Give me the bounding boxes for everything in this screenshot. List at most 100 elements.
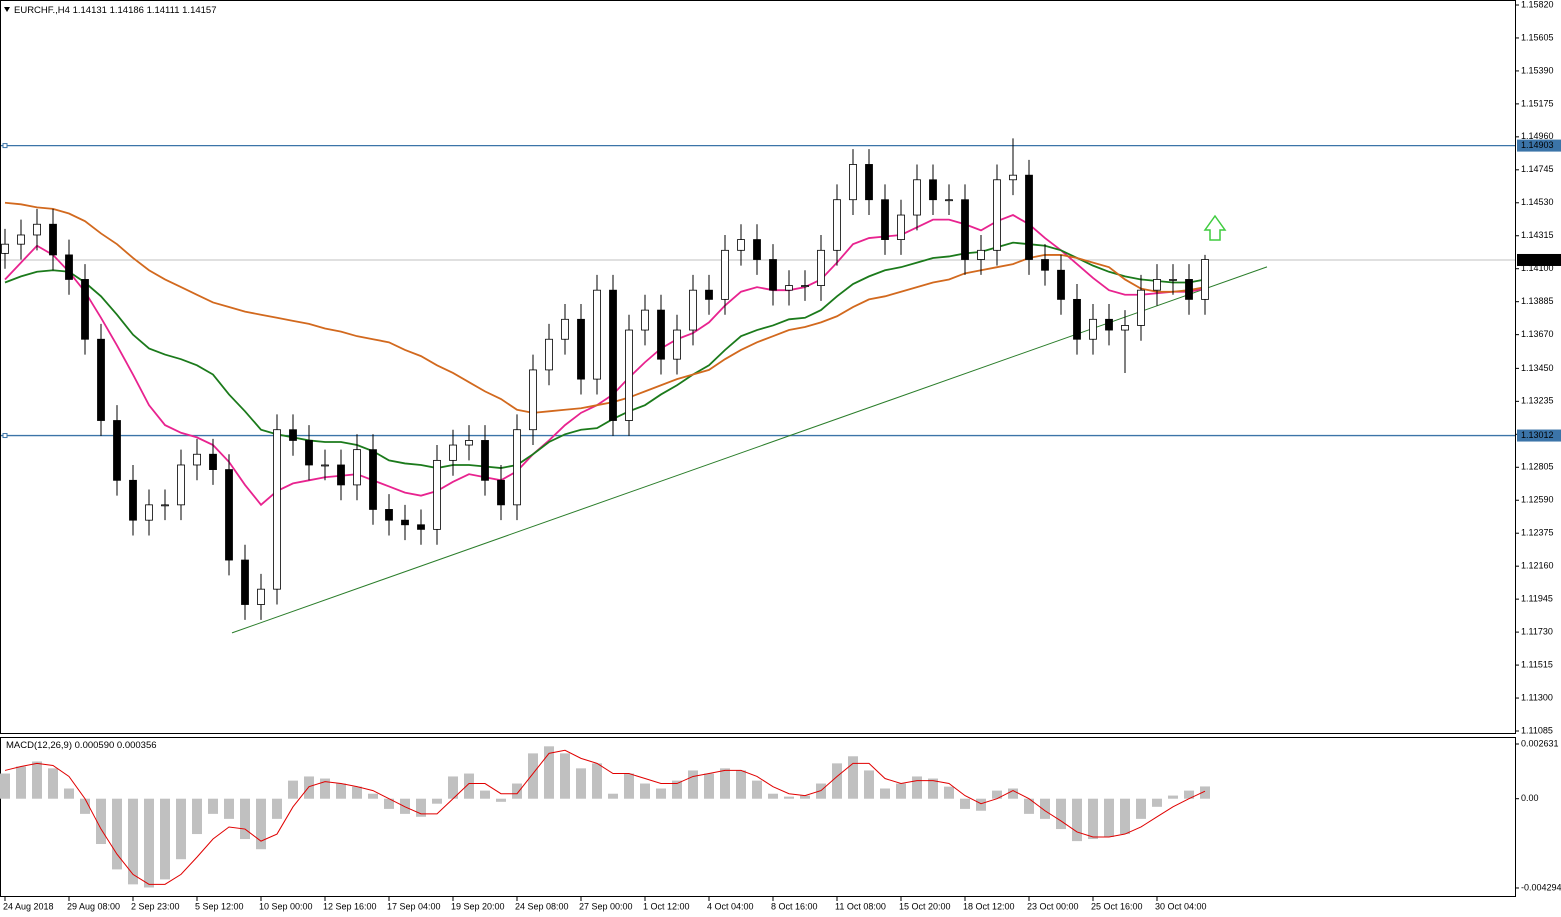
y-tick-label: 1.15605 <box>1521 32 1554 42</box>
candle-body <box>1201 259 1209 300</box>
macd-bar <box>640 783 650 799</box>
header-value: 1.14131 <box>73 5 107 16</box>
macd-bar <box>272 798 282 819</box>
x-tick-label: 11 Oct 08:00 <box>835 901 886 911</box>
candle-body <box>1073 298 1081 340</box>
macd-bar <box>1184 790 1194 799</box>
header-value: 0.000590 <box>75 740 115 751</box>
y-tick-label: 1.11730 <box>1521 626 1553 636</box>
level-label: 1.13012 <box>1521 430 1554 440</box>
candle-body <box>529 369 537 431</box>
macd-header: MACD(12,26,9) 0.000590 0.000356 <box>6 740 157 751</box>
candle-body <box>401 519 409 526</box>
x-tick-label: 10 Sep 00:00 <box>259 901 313 911</box>
macd-bar <box>112 798 122 870</box>
candle-body <box>257 588 265 605</box>
candle-body <box>385 509 393 521</box>
macd-bar <box>48 768 58 799</box>
candle-body <box>161 504 169 507</box>
macd-bar <box>336 783 346 799</box>
level-label-box <box>1517 429 1561 442</box>
menu-triangle <box>4 7 10 12</box>
candle-body <box>433 459 441 530</box>
macd-bar <box>1104 798 1114 837</box>
macd-bar <box>752 780 762 799</box>
candle-body <box>1185 279 1193 300</box>
macd-bar <box>496 798 506 802</box>
x-tick-label: 1 Oct 12:00 <box>643 901 690 911</box>
candle-body <box>17 234 25 245</box>
macd-bar <box>64 788 74 799</box>
macd-bar <box>784 796 794 799</box>
level-label-box <box>1517 139 1561 152</box>
y-tick-label: 1.14315 <box>1521 230 1554 240</box>
y-tick-label: 1.12805 <box>1521 462 1554 472</box>
macd-bar <box>160 798 170 880</box>
macd-bar <box>800 795 810 799</box>
candle-body <box>289 429 297 441</box>
candle-body <box>241 559 249 605</box>
y-tick-label: 1.12375 <box>1521 528 1554 538</box>
candle-body <box>609 289 617 421</box>
macd-bar <box>224 798 234 819</box>
candle-body <box>209 453 217 470</box>
level-label: 1.14903 <box>1521 140 1554 150</box>
candle-body <box>1025 174 1033 260</box>
y-tick-label: 1.15390 <box>1521 65 1554 75</box>
current-price-box <box>1517 253 1561 266</box>
x-tick-label: 5 Sep 12:00 <box>195 901 244 911</box>
candle-body <box>945 199 953 202</box>
y-tick-label: 1.15820 <box>1521 0 1554 9</box>
candle-body <box>817 249 825 286</box>
y-tick-label: 1.13670 <box>1521 329 1554 339</box>
y-tick-label: 1.11085 <box>1521 725 1553 735</box>
level-handle <box>2 143 8 149</box>
macd-bar <box>80 798 90 814</box>
macd-bar <box>704 773 714 799</box>
candle-body <box>1057 269 1065 300</box>
level-handle <box>2 433 8 439</box>
macd-bar <box>896 783 906 799</box>
candle-body <box>785 285 793 291</box>
macd-bar <box>912 776 922 799</box>
macd-bar <box>1120 798 1130 835</box>
x-tick-label: 18 Oct 12:00 <box>963 901 1015 911</box>
macd-bar <box>416 798 426 817</box>
y-tick-label: 1.11515 <box>1521 659 1553 669</box>
candle-body <box>545 338 553 371</box>
x-tick-label: 8 Oct 16:00 <box>771 901 818 911</box>
y-tick-label: 0.002631 <box>1521 738 1559 748</box>
candle-body <box>1105 318 1113 331</box>
macd-bar <box>576 768 586 799</box>
candle-body <box>625 329 633 421</box>
indicator-name: MACD(12,26,9) <box>6 740 72 751</box>
x-tick-label: 27 Sep 00:00 <box>579 901 633 911</box>
chart-header: EURCHF.,H4 1.14131 1.14186 1.14111 1.141… <box>14 5 216 16</box>
candle-body <box>993 179 1001 251</box>
macd-bar <box>304 776 314 799</box>
candle-body <box>369 449 377 510</box>
macd-panel-frame <box>0 737 1516 897</box>
candle-body <box>1 243 9 254</box>
candle-body <box>481 440 489 481</box>
macd-bar <box>368 793 378 799</box>
macd-bar <box>208 798 218 814</box>
price-panel-frame <box>0 0 1516 734</box>
macd-bar <box>1088 798 1098 840</box>
candle-body <box>961 199 969 260</box>
candle-body <box>465 440 473 446</box>
moving-average <box>4 214 1206 507</box>
candle-body <box>417 524 425 530</box>
macd-bar <box>608 793 618 799</box>
candle-body <box>705 289 713 300</box>
macd-bar <box>1168 795 1178 799</box>
macd-bar <box>1200 786 1210 799</box>
candle-body <box>1137 289 1145 326</box>
macd-bar <box>592 763 602 799</box>
macd-bar <box>128 798 138 885</box>
macd-bar <box>144 798 154 888</box>
candle-body <box>881 199 889 240</box>
macd-bar <box>928 778 938 799</box>
candle-body <box>769 259 777 291</box>
candle-body <box>1153 279 1161 291</box>
